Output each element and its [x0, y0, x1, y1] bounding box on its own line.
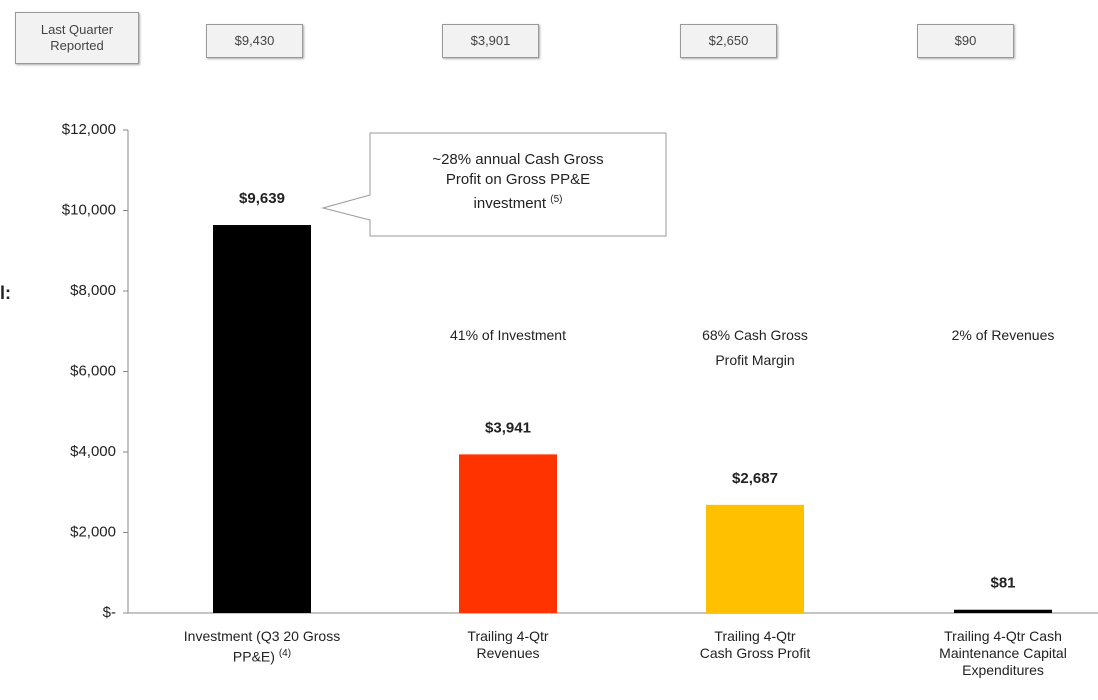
footnote-mark: (4) — [278, 648, 292, 659]
value-label: $9,639 — [239, 190, 285, 207]
y-tick-label: $2,000 — [70, 523, 116, 540]
reported-value: $3,901 — [442, 24, 539, 58]
y-tick-label: $6,000 — [70, 362, 116, 379]
value-label: $2,687 — [732, 470, 778, 487]
annotation: 2% of Revenues — [951, 327, 1055, 343]
annotation: 41% of Investment — [450, 327, 566, 343]
y-tick-label: $8,000 — [70, 282, 116, 299]
y-tick-label: $10,000 — [62, 201, 116, 218]
reported-value: $2,650 — [680, 24, 777, 58]
bar — [706, 504, 804, 613]
bar — [213, 225, 311, 613]
annotation: 68% Cash Gross Profit Margin — [702, 327, 808, 368]
reported-value: $9,430 — [206, 24, 303, 58]
callout-box — [321, 132, 667, 237]
header-label: Last Quarter Reported — [15, 12, 139, 64]
x-tick-label: Trailing 4-Qtr Revenues — [388, 628, 628, 662]
callout-body: ~28% annual Cash Gross Profit on Gross P… — [432, 151, 604, 212]
value-label: $81 — [990, 575, 1015, 592]
bar — [459, 454, 557, 613]
y-tick-label: $4,000 — [70, 443, 116, 460]
side-label: l: — [0, 283, 11, 303]
x-tick-label: Trailing 4-Qtr Cash Gross Profit — [635, 628, 875, 662]
y-tick-label: $- — [103, 604, 116, 621]
category-text: Trailing 4-Qtr Cash Gross Profit — [699, 628, 811, 661]
callout-text: ~28% annual Cash Gross Profit on Gross P… — [380, 150, 656, 214]
value-label: $3,941 — [485, 419, 531, 436]
reported-value: $90 — [917, 24, 1014, 58]
x-tick-label: Trailing 4-Qtr Cash Maintenance Capital … — [883, 628, 1098, 679]
category-text: Investment (Q3 20 Gross PP&E) — [183, 628, 341, 665]
bar — [954, 609, 1052, 613]
y-tick-label: $12,000 — [62, 121, 116, 138]
category-text: Trailing 4-Qtr Revenues — [467, 628, 549, 661]
category-text: Trailing 4-Qtr Cash Maintenance Capital … — [939, 628, 1067, 678]
x-tick-label: Investment (Q3 20 Gross PP&E) (4) — [142, 628, 382, 666]
footnote-mark: (5) — [550, 194, 563, 205]
